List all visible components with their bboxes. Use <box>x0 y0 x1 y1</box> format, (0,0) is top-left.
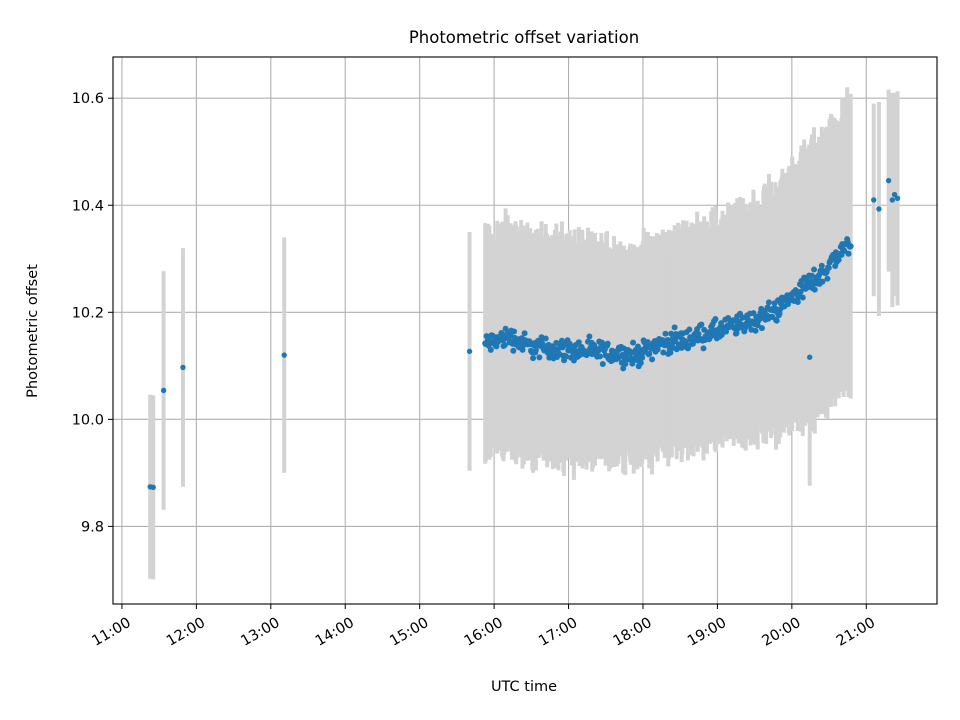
data-point <box>819 278 826 285</box>
data-point <box>686 326 693 333</box>
chart-title: Photometric offset variation <box>409 28 639 47</box>
data-point <box>825 264 832 271</box>
data-point <box>671 324 678 331</box>
data-point <box>575 339 582 346</box>
x-tick-label: 11:00 <box>90 615 134 650</box>
data-point <box>622 361 629 368</box>
data-point <box>794 298 801 305</box>
data-point <box>566 340 573 347</box>
data-point <box>637 359 644 366</box>
data-point <box>660 349 667 356</box>
data-point <box>501 341 508 348</box>
data-point <box>536 354 543 361</box>
y-tick-label: 9.8 <box>81 519 104 535</box>
data-point <box>532 347 539 354</box>
y-tick-label: 10.6 <box>72 91 104 107</box>
y-tick-label: 10.4 <box>72 198 104 214</box>
data-point <box>889 197 896 203</box>
data-point <box>718 331 725 338</box>
data-point <box>700 345 707 352</box>
x-tick-label: 20:00 <box>759 615 803 650</box>
x-tick-label: 19:00 <box>685 615 729 650</box>
data-point <box>498 330 505 337</box>
data-point <box>664 336 671 343</box>
data-point <box>510 347 517 354</box>
data-point <box>871 197 877 203</box>
data-point <box>281 352 287 358</box>
data-point <box>644 339 651 346</box>
data-point <box>586 333 593 340</box>
x-tick-label: 14:00 <box>313 615 357 650</box>
data-point <box>563 353 570 360</box>
data-point <box>672 338 679 345</box>
y-tick-label: 10.0 <box>72 412 104 428</box>
data-point <box>519 346 526 353</box>
data-point <box>695 331 702 338</box>
data-point <box>180 364 186 371</box>
data-point <box>847 243 854 250</box>
data-point <box>667 349 674 356</box>
data-point <box>599 339 606 346</box>
data-point <box>799 294 806 301</box>
data-point <box>752 327 759 334</box>
data-point <box>773 317 780 324</box>
data-point <box>718 320 725 327</box>
data-point <box>646 350 653 357</box>
data-point <box>160 387 167 394</box>
data-point <box>894 195 901 201</box>
data-point <box>630 339 637 346</box>
x-tick-label: 18:00 <box>611 615 655 650</box>
data-point <box>662 330 669 337</box>
data-point <box>150 484 156 491</box>
x-axis-ticks: 11:00 12:00 13:00 14:00 15:00 16:00 17:00 18:00… <box>90 604 878 650</box>
data-point <box>765 299 772 306</box>
x-axis-label: UTC time <box>491 679 557 695</box>
data-point <box>654 346 661 353</box>
y-tick-label: 10.2 <box>72 305 104 321</box>
data-point <box>818 262 825 269</box>
data-point <box>797 288 804 295</box>
data-point <box>891 191 898 198</box>
data-point <box>807 354 813 360</box>
data-point <box>604 340 611 347</box>
y-axis-ticks: 9.8 10.0 10.2 10.4 10.6 <box>72 91 113 535</box>
x-tick-label: 21:00 <box>834 615 878 650</box>
data-point <box>596 353 603 360</box>
data-point <box>502 325 509 332</box>
data-point <box>511 328 518 335</box>
data-point <box>885 177 892 184</box>
data-point <box>530 355 537 362</box>
plot-frame <box>112 56 938 605</box>
data-point <box>698 321 705 328</box>
x-tick-label: 16:00 <box>462 615 506 650</box>
data-point <box>521 330 528 337</box>
data-point <box>639 354 646 361</box>
data-point <box>733 330 740 337</box>
data-point <box>754 322 761 329</box>
x-tick-label: 17:00 <box>536 615 580 650</box>
x-tick-label: 13:00 <box>238 615 282 650</box>
data-points <box>147 177 901 491</box>
data-point <box>487 346 494 353</box>
data-point <box>811 266 818 273</box>
data-point <box>649 356 656 363</box>
data-point <box>466 348 473 355</box>
data-point <box>824 275 831 282</box>
x-tick-label: 15:00 <box>387 615 431 650</box>
data-point <box>811 286 818 293</box>
data-point <box>835 256 842 263</box>
y-axis-label: Photometric offset <box>25 264 41 398</box>
data-point <box>758 325 765 332</box>
data-point <box>542 335 549 342</box>
data-point <box>841 247 848 254</box>
data-point <box>845 250 852 257</box>
x-tick-label: 12:00 <box>164 615 208 650</box>
data-point <box>876 206 882 212</box>
data-point <box>629 360 636 367</box>
data-point <box>712 315 719 322</box>
data-point <box>599 360 606 367</box>
